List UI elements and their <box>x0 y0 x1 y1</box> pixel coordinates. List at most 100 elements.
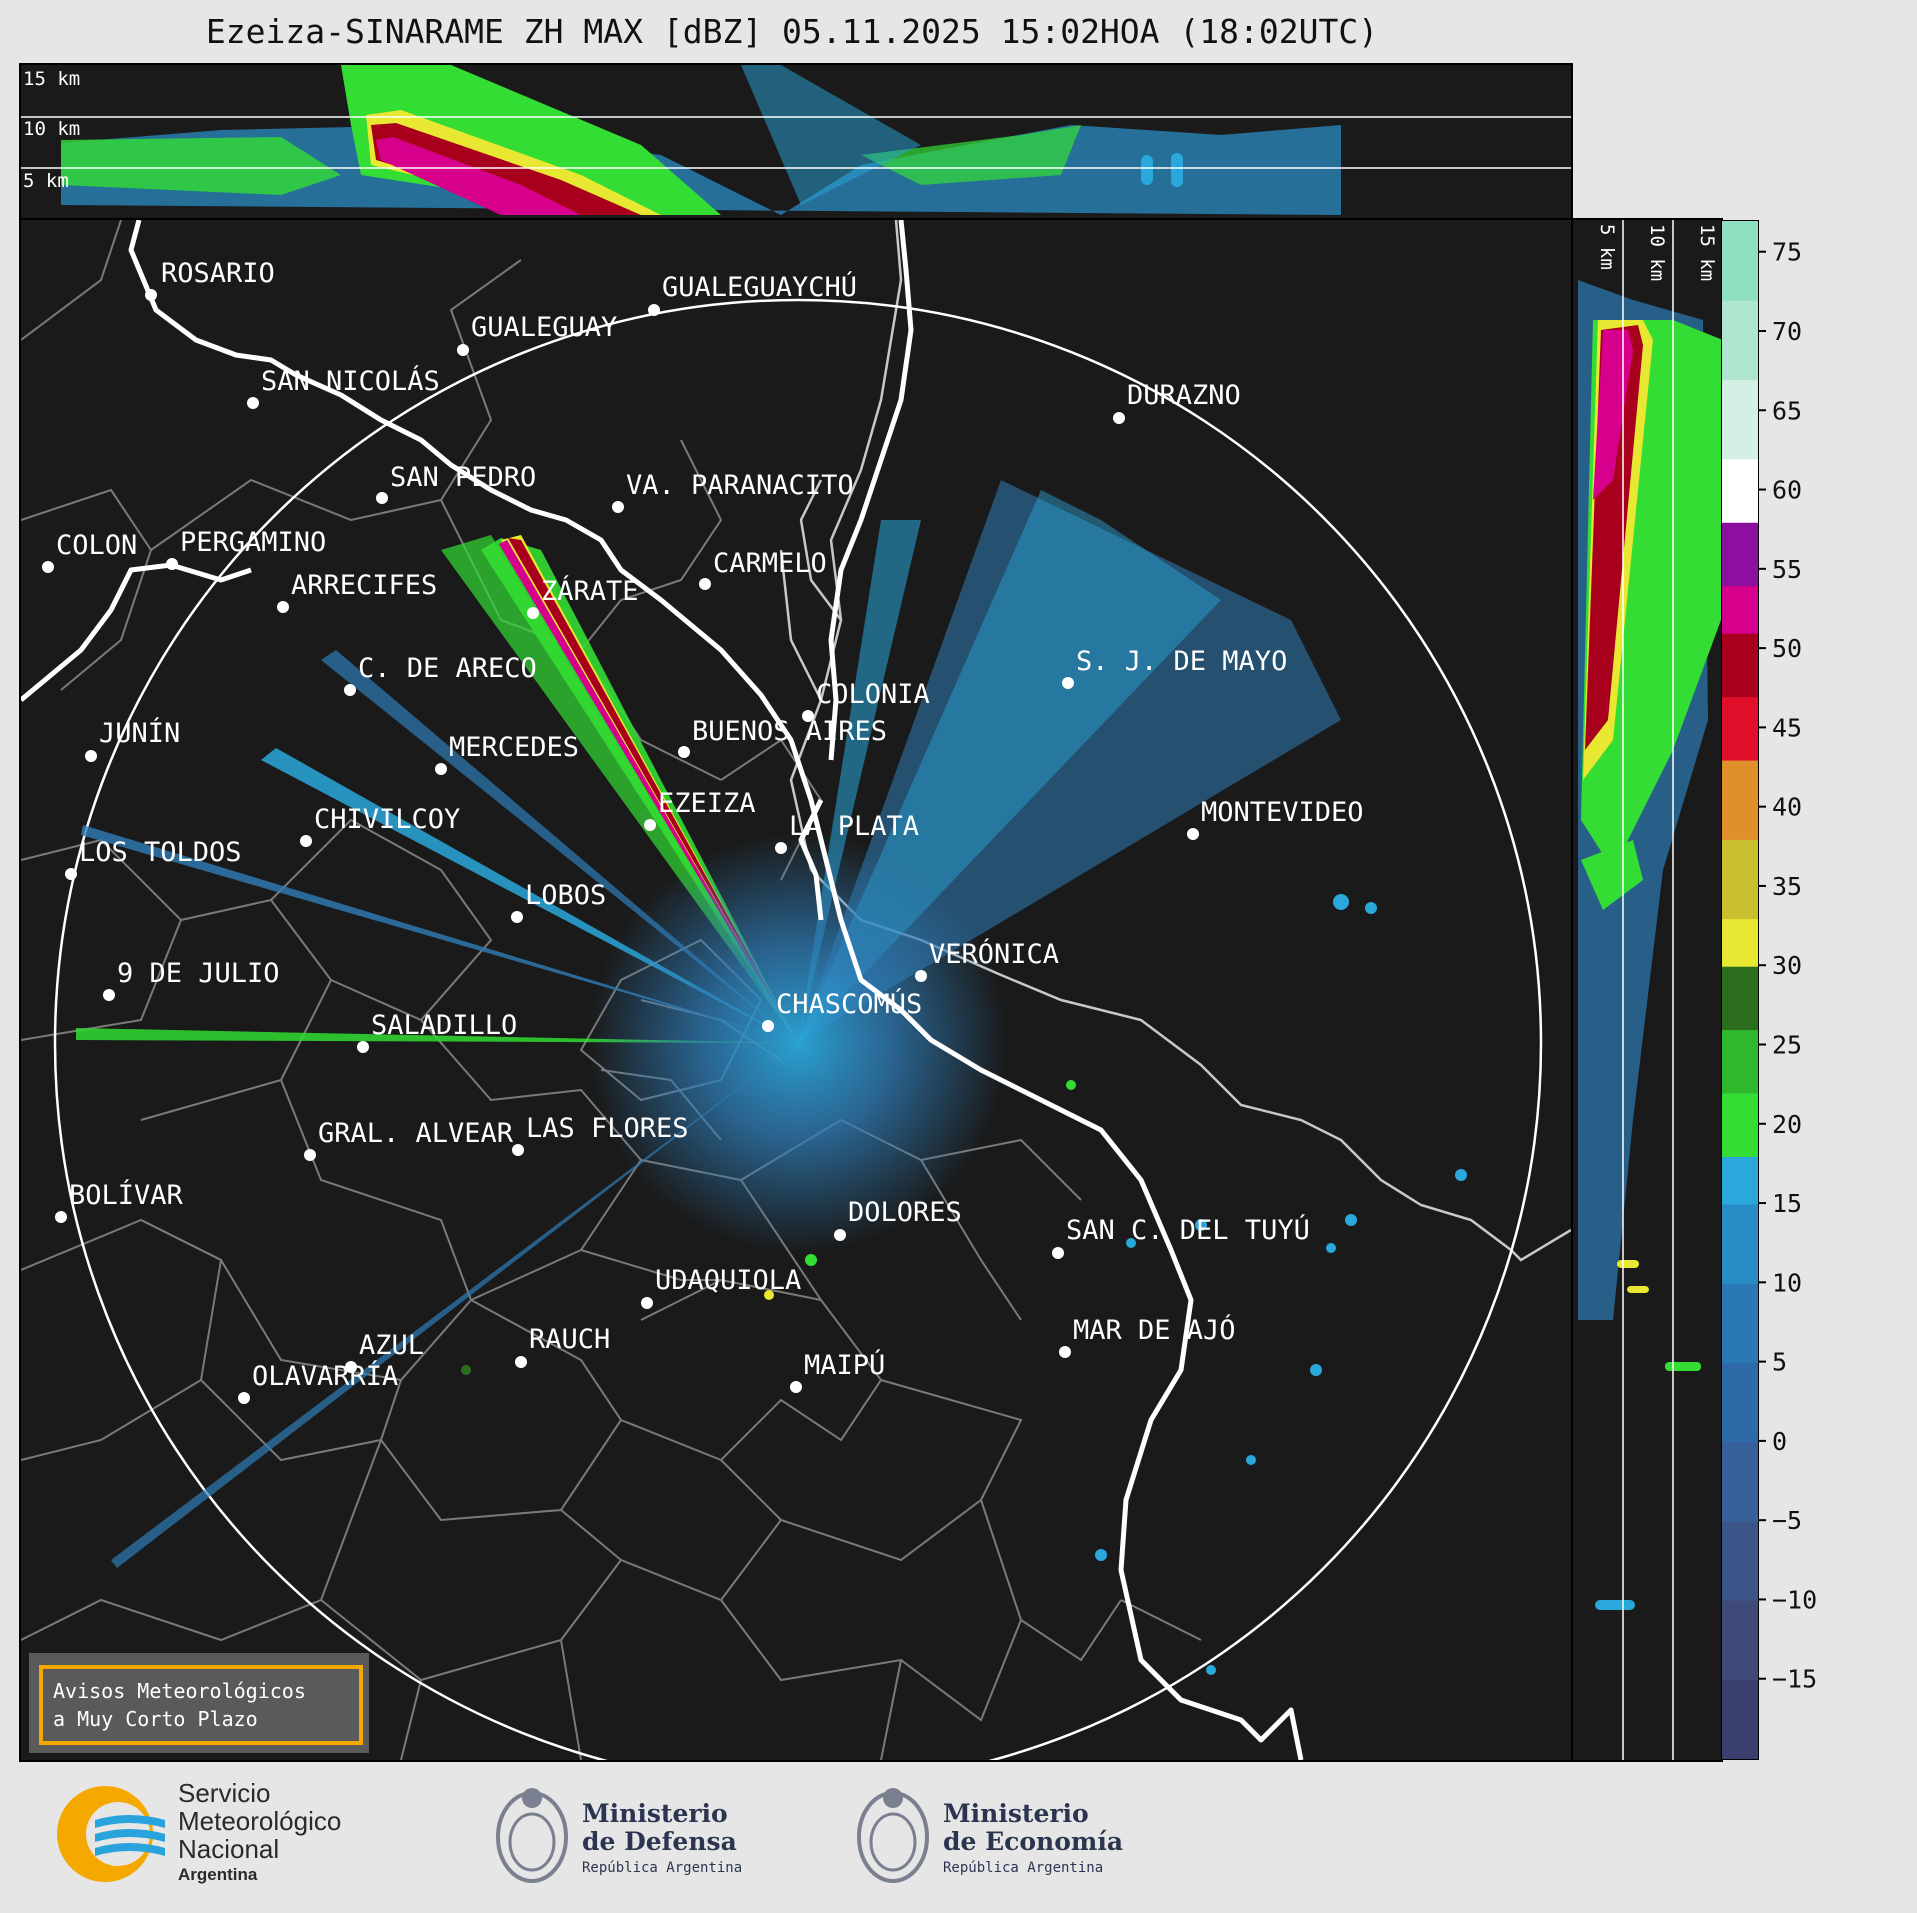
city-pergamino: PERGAMINO <box>166 527 326 570</box>
smn-logo: Servicio Meteorológico Nacional Argentin… <box>57 1778 341 1884</box>
city-marker-icon <box>345 1361 357 1373</box>
city-olavarria: OLAVARRÍA <box>238 1360 398 1404</box>
colorbar-band <box>1722 918 1758 967</box>
city-label: DURAZNO <box>1127 380 1241 411</box>
city-marker-icon <box>775 842 787 854</box>
city-marker-icon <box>344 684 356 696</box>
city-marker-icon <box>145 289 157 301</box>
colorbar-tick-label: −10 <box>1772 1585 1817 1614</box>
city-marker-icon <box>65 868 77 880</box>
city-durazno: DURAZNO <box>1113 380 1241 424</box>
side-height-profile-panel: 5 km 10 km 15 km <box>1571 218 1723 1762</box>
city-bolivar: BOLÍVAR <box>55 1179 184 1223</box>
colorbar-band <box>1722 1521 1758 1601</box>
side-height-label-5km: 5 km <box>1596 224 1618 270</box>
city-marker-icon <box>612 501 624 513</box>
city-markers: ROSARIO GUALEGUAYCHÚ GUALEGUAY SAN NICOLÁS D… <box>42 258 1364 1404</box>
colorbar-band <box>1722 522 1758 587</box>
city-label: OLAVARRÍA <box>252 1360 398 1392</box>
city-marker-icon <box>42 561 54 573</box>
city-marker-icon <box>357 1041 369 1053</box>
city-label: ZÁRATE <box>541 575 639 607</box>
colorbar-tick-label: 0 <box>1772 1427 1787 1456</box>
colorbar-band <box>1722 379 1758 460</box>
city-marker-icon <box>527 607 539 619</box>
radar-map: Avisos Meteorológicos a Muy Corto Plazo … <box>21 220 1571 1760</box>
city-label: CHASCOMÚS <box>776 988 922 1020</box>
city-label: ROSARIO <box>161 258 275 289</box>
colorbar-tick-label: 10 <box>1772 1268 1802 1297</box>
defensa-line-1: Ministerio <box>582 1799 728 1828</box>
city-label: LOBOS <box>525 880 606 911</box>
city-buenos-aires: BUENOS AIRES <box>678 716 887 758</box>
radar-echoes <box>76 480 1467 1675</box>
smn-line-4: Argentina <box>178 1865 258 1884</box>
colorbar-gradient <box>1722 221 1758 1760</box>
city-label: GUALEGUAYCHÚ <box>662 271 857 303</box>
colorbar-band <box>1722 1204 1758 1284</box>
city-marker-icon <box>802 710 814 722</box>
city-label: EZEIZA <box>658 788 756 819</box>
city-label: VA. PARANACITO <box>626 470 854 501</box>
city-label: DOLORES <box>848 1197 962 1228</box>
colorbar-band <box>1722 300 1758 381</box>
city-label: BOLÍVAR <box>69 1179 184 1211</box>
colorbar-tick-label: 70 <box>1772 317 1802 346</box>
colorbar-band <box>1722 1156 1758 1205</box>
side-profile-echoes <box>1578 280 1721 1610</box>
city-san-nicolas: SAN NICOLÁS <box>247 365 440 409</box>
colorbar-tick-label: 60 <box>1772 476 1802 505</box>
city-marker-icon <box>644 819 656 831</box>
top-height-label-5km: 5 km <box>23 170 69 192</box>
city-dolores: DOLORES <box>834 1197 962 1241</box>
city-marker-icon <box>511 911 523 923</box>
city-label: ARRECIFES <box>291 570 437 601</box>
city-gualeguay: GUALEGUAY <box>457 312 617 356</box>
city-maipu: MAIPÚ <box>790 1349 885 1393</box>
city-marker-icon <box>1059 1346 1071 1358</box>
city-marker-icon <box>1052 1247 1064 1259</box>
colorbar-tick-label: 35 <box>1772 872 1802 901</box>
city-colonia: COLONIA <box>802 679 930 722</box>
city-label: COLON <box>56 530 137 561</box>
city-label: SAN PEDRO <box>390 462 536 493</box>
city-veronica: VERÓNICA <box>915 938 1059 982</box>
colorbar-band <box>1722 585 1758 634</box>
city-label: BUENOS AIRES <box>692 716 887 747</box>
city-las-flores: LAS FLORES <box>512 1113 689 1156</box>
economia-line-1: Ministerio <box>943 1799 1089 1828</box>
colorbar-band <box>1722 1362 1758 1443</box>
defensa-logo: Ministerio de Defensa República Argentin… <box>496 1788 742 1883</box>
top-height-profile-plot: 15 km 10 km 5 km <box>21 65 1571 215</box>
city-9-de-julio: 9 DE JULIO <box>103 958 280 1001</box>
city-label: CARMELO <box>713 548 827 579</box>
top-profile-echoes <box>61 65 1341 215</box>
city-chascomus: CHASCOMÚS <box>762 988 922 1032</box>
colorbar-band <box>1722 633 1758 698</box>
city-marker-icon <box>247 397 259 409</box>
colorbar-band <box>1722 696 1758 761</box>
colorbar-tick-label: 55 <box>1772 555 1802 584</box>
city-marker-icon <box>1062 677 1074 689</box>
city-mercedes: MERCEDES <box>435 732 579 775</box>
city-san-pedro: SAN PEDRO <box>376 462 536 504</box>
colorbar-tick-label: 20 <box>1772 1110 1802 1139</box>
city-marker-icon <box>376 492 388 504</box>
city-marker-icon <box>300 835 312 847</box>
city-label: SAN NICOLÁS <box>261 365 440 397</box>
city-label: SALADILLO <box>371 1010 517 1041</box>
colorbar-band <box>1722 1679 1758 1760</box>
defensa-line-3: República Argentina <box>582 1860 742 1876</box>
city-marker-icon <box>277 601 289 613</box>
city-udaquiola: UDAQUIOLA <box>641 1265 801 1309</box>
city-marker-icon <box>1113 412 1125 424</box>
city-marker-icon <box>103 989 115 1001</box>
colorbar-tick-label: 15 <box>1772 1189 1802 1218</box>
colorbar-band <box>1722 1441 1758 1522</box>
city-marker-icon <box>238 1392 250 1404</box>
city-label: MERCEDES <box>449 732 579 763</box>
city-s-j-de-mayo: S. J. DE MAYO <box>1062 646 1287 689</box>
colorbar-tick-label: 5 <box>1772 1348 1787 1377</box>
city-label: MAIPÚ <box>804 1349 885 1381</box>
city-zarate: ZÁRATE <box>527 575 639 619</box>
